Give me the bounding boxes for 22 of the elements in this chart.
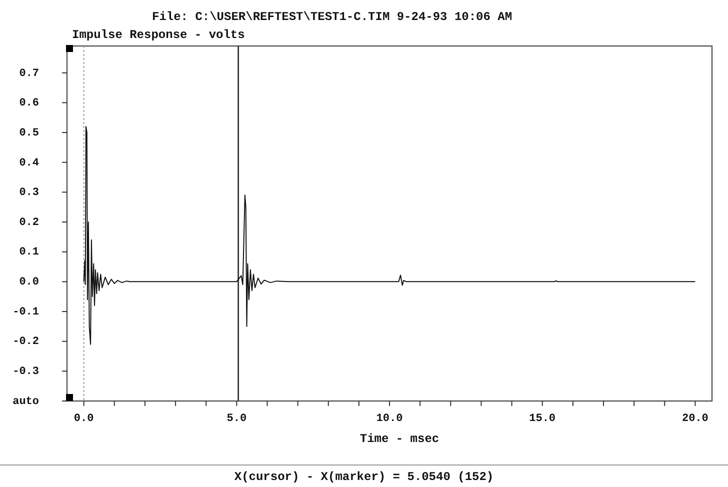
y-tick-label: -0.3 bbox=[12, 366, 40, 378]
y-axis-title: Impulse Response - volts bbox=[72, 28, 245, 42]
text: X(cursor) - X(marker) = 5.0540 (152) bbox=[234, 470, 494, 484]
x-tick-label: 10.0 bbox=[376, 413, 403, 425]
x-axis-title: Time - msec bbox=[360, 432, 440, 446]
x-tick-label: 0.0 bbox=[74, 413, 94, 425]
y-tick-label: -0.2 bbox=[12, 336, 39, 348]
y-tick-label: -0.1 bbox=[12, 306, 40, 318]
y-tick-label: 0.2 bbox=[19, 216, 39, 229]
y-tick-label: 0.3 bbox=[19, 187, 40, 200]
y-tick-label: auto bbox=[12, 396, 40, 408]
y-tick-label: 0.6 bbox=[19, 98, 39, 110]
y-tick-label: 0.0 bbox=[19, 276, 39, 289]
x-tick-label: 15.0 bbox=[529, 413, 556, 425]
chart-title: File: C:\USER\REFTEST\TEST1-C.TIM 9-24-93 10:06 AM bbox=[152, 10, 512, 24]
x-tick-label: 20.0 bbox=[682, 413, 708, 425]
y-tick-label: 0.7 bbox=[19, 68, 39, 80]
line-series bbox=[83, 126, 696, 345]
x-tick-label: 5.0 bbox=[226, 413, 247, 425]
y-tick-label: 0.1 bbox=[19, 246, 40, 259]
y-tick-label: 0.4 bbox=[19, 157, 40, 170]
y-tick-label: 0.5 bbox=[19, 127, 40, 140]
